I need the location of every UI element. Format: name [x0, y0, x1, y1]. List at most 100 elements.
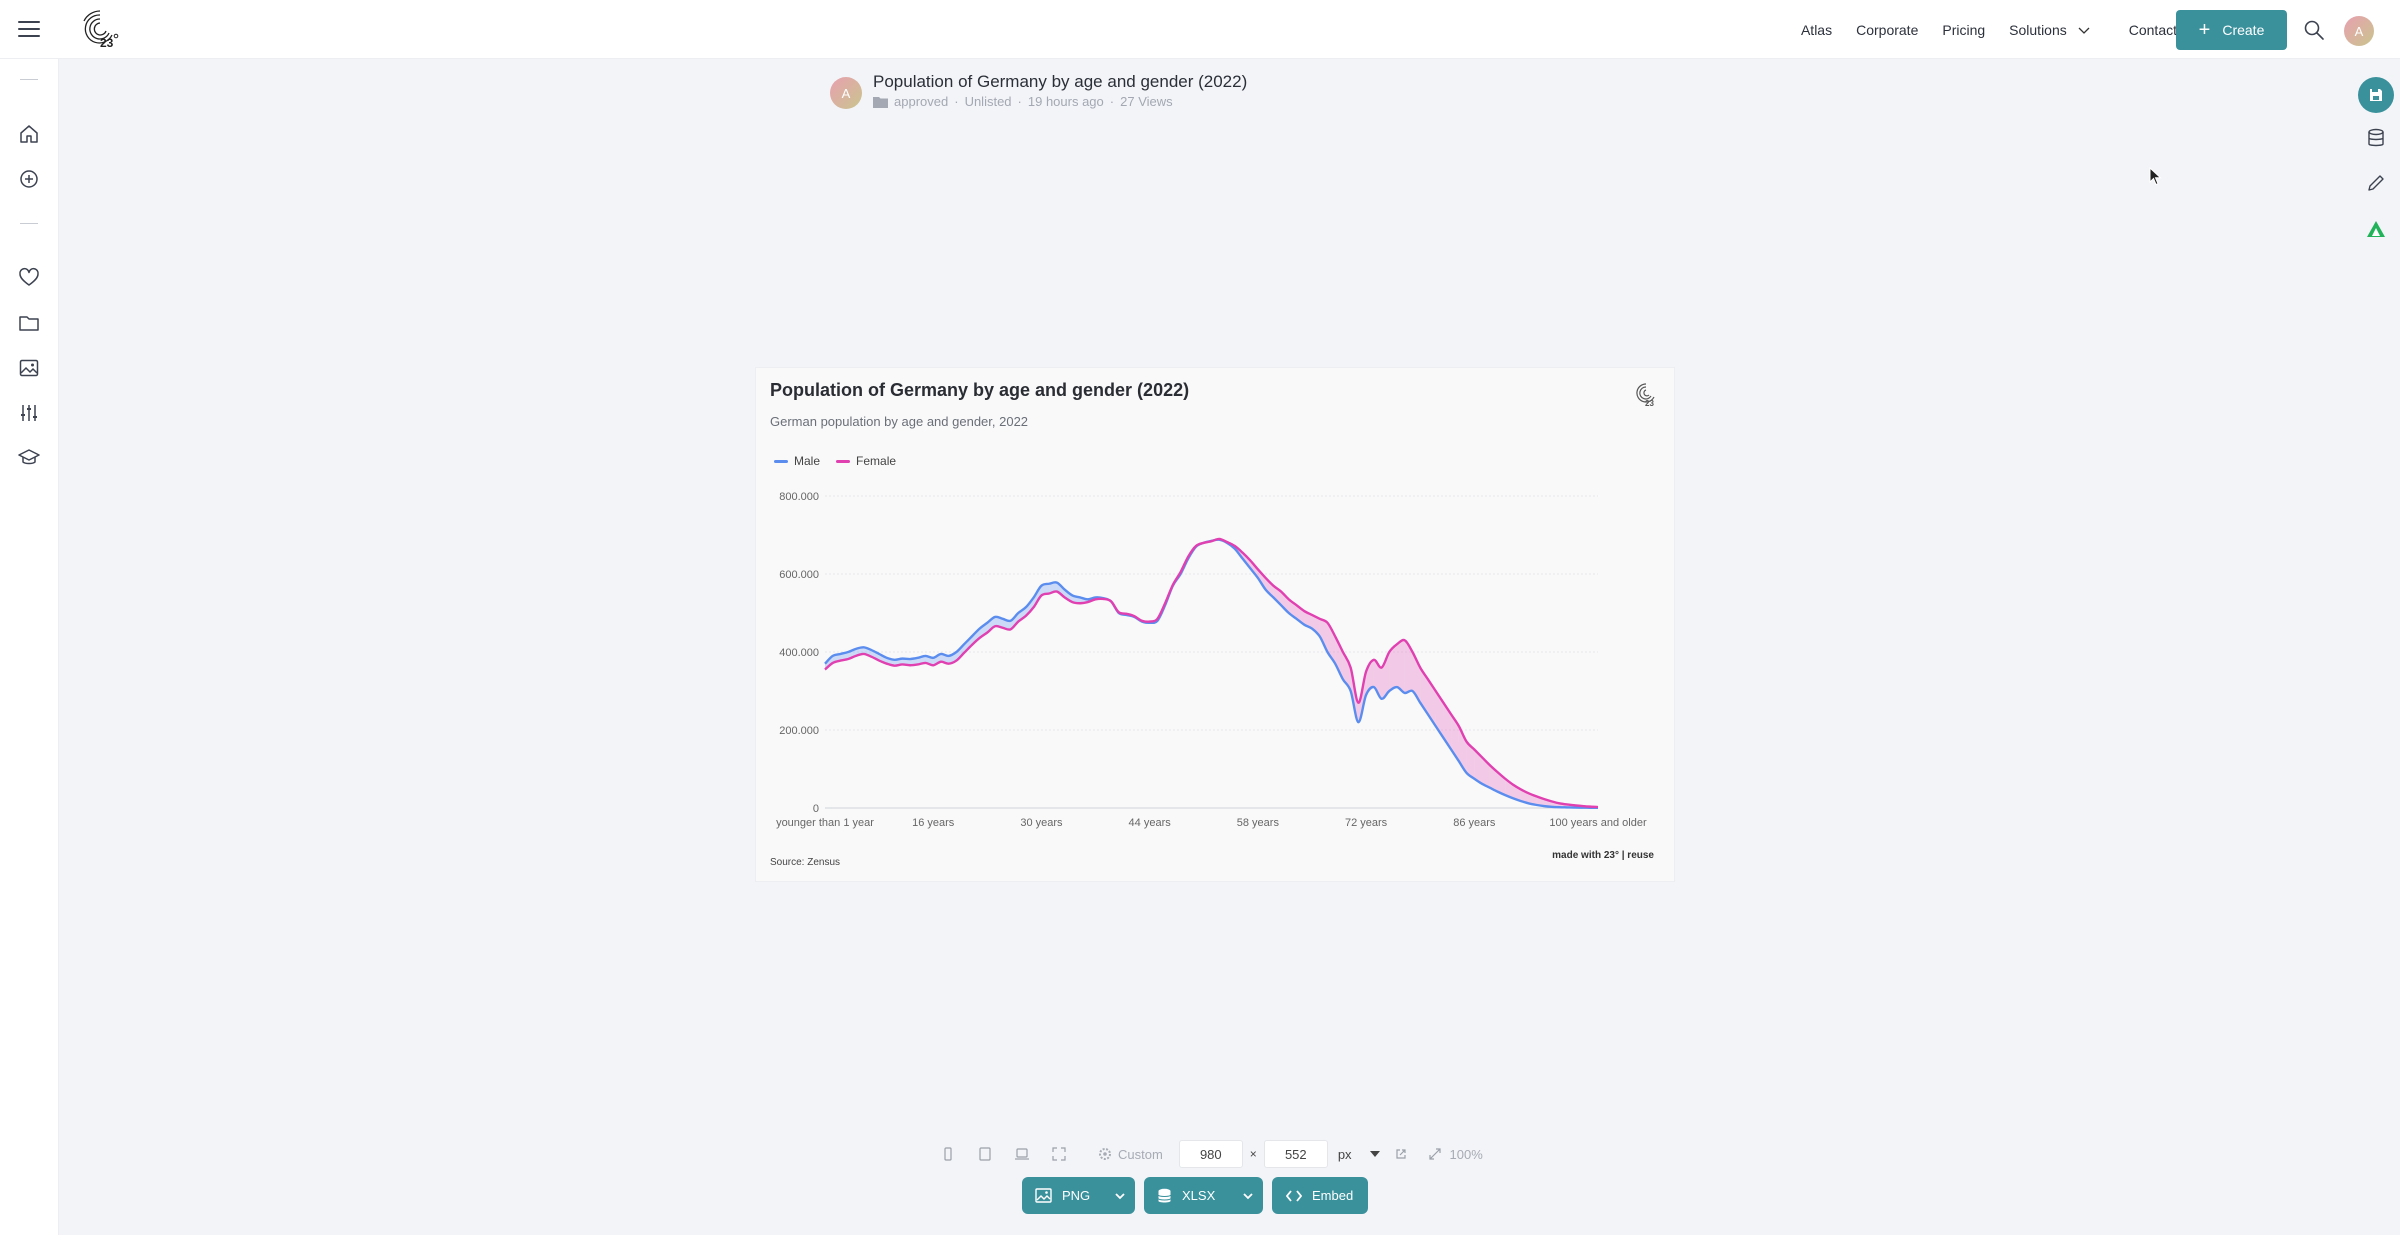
- tablet-icon[interactable]: [977, 1146, 993, 1162]
- create-button[interactable]: + Create: [2176, 10, 2287, 50]
- y-tick-label: 200.000: [779, 725, 819, 737]
- database-icon: [1158, 1188, 1171, 1202]
- width-input[interactable]: [1178, 1140, 1243, 1168]
- plus-icon: +: [2198, 19, 2211, 41]
- female-surplus-band: [1435, 691, 1444, 738]
- preset-selector[interactable]: Custom: [1098, 1147, 1163, 1162]
- female-surplus-band: [1319, 618, 1328, 652]
- sidebar-divider: [20, 79, 38, 80]
- x-tick-label: 44 years: [1129, 817, 1172, 829]
- folder-icon: [873, 96, 888, 108]
- x-tick-label: 100 years and older: [1549, 817, 1647, 829]
- gear-icon: [1099, 1148, 1111, 1160]
- nav-atlas[interactable]: Atlas: [1800, 21, 1833, 38]
- download-png: PNG: [1022, 1177, 1135, 1214]
- male-surplus-band: [1056, 582, 1065, 598]
- female-surplus-band: [1404, 640, 1413, 693]
- legend-item-male[interactable]: Male: [774, 454, 820, 468]
- y-tick-label: 0: [813, 803, 819, 815]
- laptop-icon[interactable]: [1014, 1146, 1030, 1162]
- caret-down-icon: [1369, 1151, 1380, 1157]
- search-icon[interactable]: [2303, 19, 2325, 41]
- male-surplus-band: [964, 636, 972, 653]
- female-surplus-band: [1466, 741, 1475, 779]
- logo-icon[interactable]: 23: [78, 9, 122, 51]
- menu-icon[interactable]: [18, 18, 40, 40]
- folder-name[interactable]: approved: [894, 94, 949, 109]
- embed-button[interactable]: Embed: [1272, 1177, 1368, 1214]
- female-surplus-band: [1389, 644, 1398, 691]
- chevron-down-icon: [1243, 1192, 1253, 1199]
- y-tick-label: 800.000: [779, 491, 819, 503]
- zoom-icon[interactable]: [1428, 1147, 1442, 1161]
- zoom-level: 100%: [1449, 1146, 1483, 1162]
- female-surplus-band: [1335, 636, 1343, 680]
- png-button[interactable]: PNG: [1022, 1177, 1135, 1214]
- sliders-icon[interactable]: [18, 402, 40, 424]
- embed: Embed: [1272, 1177, 1368, 1214]
- download-xlsx: XLSX: [1144, 1177, 1263, 1214]
- female-surplus-band: [1443, 702, 1452, 750]
- database-icon[interactable]: [2365, 127, 2387, 149]
- sidebar-divider: [20, 223, 38, 224]
- png-label: PNG: [1062, 1188, 1091, 1203]
- female-surplus-band: [1427, 679, 1436, 727]
- save-button[interactable]: [2358, 77, 2394, 113]
- chart-subtitle: German population by age and gender, 202…: [770, 414, 1029, 429]
- graduation-cap-icon[interactable]: [18, 447, 40, 469]
- x-tick-label: 86 years: [1453, 817, 1496, 829]
- unit-select[interactable]: px: [1338, 1147, 1380, 1162]
- male-surplus-band: [987, 616, 996, 633]
- view-count: 27 Views: [1120, 94, 1173, 109]
- folder-icon[interactable]: [18, 312, 40, 334]
- code-icon: [1286, 1189, 1302, 1202]
- legend-label: Male: [794, 454, 821, 468]
- embed-label: Embed: [1312, 1188, 1354, 1203]
- chart-source: Source: Zensus: [770, 857, 841, 868]
- user-avatar[interactable]: A: [2344, 16, 2374, 46]
- external-link-icon[interactable]: [1394, 1147, 1408, 1161]
- nav-pricing[interactable]: Pricing: [1942, 21, 1986, 38]
- female-surplus-band: [1458, 726, 1467, 773]
- pencil-icon[interactable]: [2365, 172, 2387, 194]
- size-toolbar: Custom × px 100%: [940, 1139, 1483, 1169]
- add-circle-icon[interactable]: [18, 168, 40, 190]
- phone-icon[interactable]: [940, 1146, 956, 1162]
- female-surplus-band: [1420, 667, 1428, 715]
- made-with-link[interactable]: made with 23° | reuse: [1552, 850, 1654, 861]
- chevron-down-icon: [1115, 1192, 1125, 1199]
- svg-text:23: 23: [1645, 399, 1654, 408]
- visibility-status: Unlisted: [964, 94, 1012, 109]
- xlsx-options[interactable]: [1233, 1190, 1263, 1202]
- author-avatar[interactable]: A: [830, 77, 862, 109]
- xlsx-button[interactable]: XLSX: [1144, 1177, 1263, 1214]
- female-surplus-band: [1474, 749, 1483, 784]
- image-icon: [1035, 1188, 1052, 1203]
- document-meta: approved · Unlisted · 19 hours ago · 27 …: [873, 94, 1173, 109]
- fullscreen-icon[interactable]: [1051, 1146, 1067, 1162]
- height-input[interactable]: [1263, 1140, 1328, 1168]
- female-surplus-band: [1311, 614, 1320, 637]
- female-surplus-band: [1265, 577, 1274, 598]
- nav-corporate[interactable]: Corporate: [1856, 21, 1919, 38]
- male-surplus-band: [1033, 585, 1042, 608]
- legend-item-female[interactable]: Female: [836, 454, 896, 468]
- male-surplus-band: [956, 644, 965, 661]
- male-surplus-band: [1018, 607, 1026, 622]
- chevron-down-icon: [2078, 27, 2090, 34]
- preset-label: Custom: [1118, 1146, 1163, 1162]
- female-series-line[interactable]: [824, 537, 1599, 809]
- png-options[interactable]: [1105, 1190, 1135, 1202]
- timestamp: 19 hours ago: [1027, 94, 1104, 109]
- male-surplus-band: [979, 622, 988, 638]
- create-button-label: Create: [2222, 22, 2265, 38]
- image-icon[interactable]: [18, 357, 40, 379]
- publish-icon[interactable]: [2365, 218, 2387, 240]
- nav-solutions[interactable]: Solutions: [1997, 22, 2103, 38]
- left-sidebar: [0, 59, 59, 1235]
- home-icon[interactable]: [18, 123, 40, 145]
- x-tick-label: 30 years: [1020, 817, 1063, 829]
- male-surplus-band: [971, 628, 980, 645]
- heart-icon[interactable]: [18, 267, 40, 289]
- unit-label: px: [1337, 1146, 1352, 1162]
